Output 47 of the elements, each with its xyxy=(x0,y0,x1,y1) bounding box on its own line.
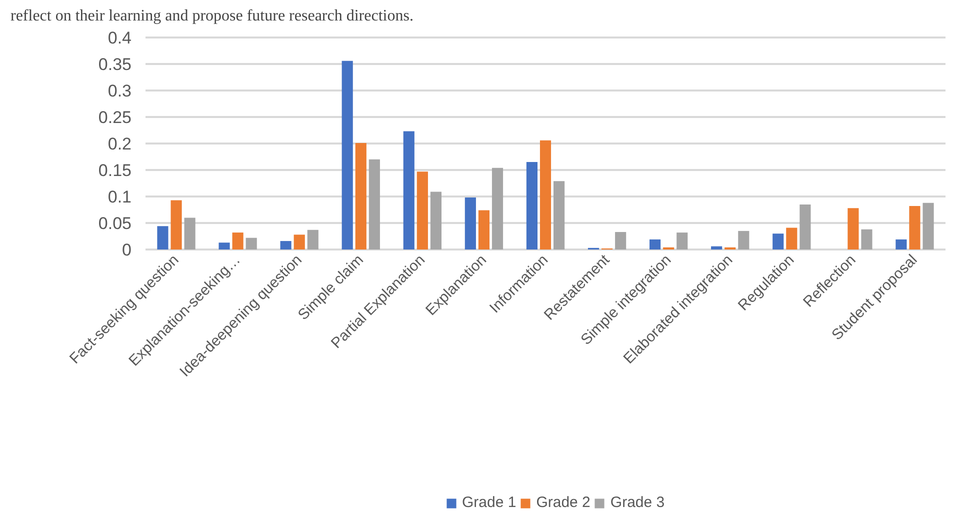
bar xyxy=(861,229,872,250)
y-tick-label: 0.35 xyxy=(98,55,132,74)
bar xyxy=(184,218,196,250)
bar xyxy=(711,246,722,250)
bar xyxy=(170,200,182,250)
bar xyxy=(416,172,428,250)
bar xyxy=(307,230,318,250)
bar xyxy=(464,198,476,250)
bar xyxy=(246,238,257,250)
bar xyxy=(157,226,168,250)
bar xyxy=(355,142,366,250)
bar xyxy=(280,241,292,250)
bar xyxy=(554,181,565,250)
bar xyxy=(403,131,414,250)
bar xyxy=(909,206,920,250)
legend-label: Grade 1 xyxy=(462,494,516,511)
bar xyxy=(738,230,750,250)
y-tick-label: 0.2 xyxy=(108,134,132,154)
text: reflect on their learning and propose future research directions. xyxy=(10,8,414,24)
bar xyxy=(676,232,688,250)
bar xyxy=(772,234,784,250)
y-tick-label: 0.25 xyxy=(98,108,132,127)
y-tick-label: 0 xyxy=(122,240,132,260)
bar xyxy=(786,228,798,250)
bar xyxy=(294,234,305,250)
bar xyxy=(922,202,934,250)
bar xyxy=(368,159,380,250)
legend-label: Grade 3 xyxy=(610,494,665,511)
bar xyxy=(478,210,490,250)
bar xyxy=(540,140,552,250)
y-tick-label: 0.3 xyxy=(108,82,132,100)
y-tick-label: 0.05 xyxy=(98,214,132,233)
bar xyxy=(492,168,504,250)
bar xyxy=(650,239,661,250)
bar xyxy=(615,232,626,250)
bar xyxy=(342,60,353,250)
y-tick-label: 0.15 xyxy=(98,161,132,180)
legend-label: Grade 2 xyxy=(536,494,590,511)
bar xyxy=(218,242,230,250)
bar xyxy=(800,204,811,250)
bar xyxy=(848,208,859,250)
bar xyxy=(526,162,538,250)
bar xyxy=(232,232,244,250)
y-tick-label: 0.4 xyxy=(108,28,132,48)
bar xyxy=(430,192,442,250)
y-tick-label: 0.1 xyxy=(108,188,132,206)
bar xyxy=(896,239,907,250)
